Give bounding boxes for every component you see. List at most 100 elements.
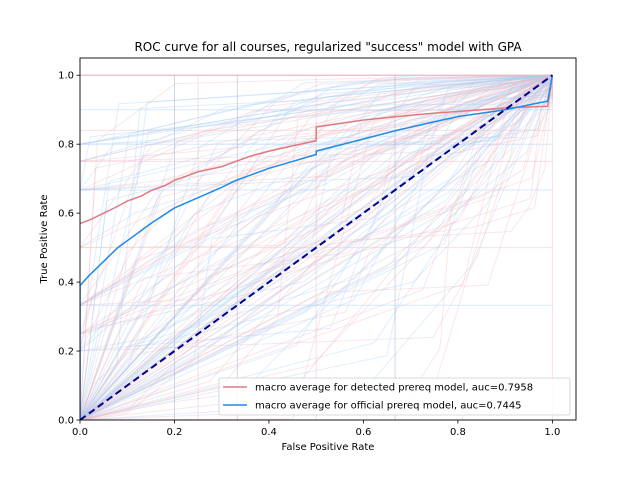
course-roc-curve bbox=[80, 74, 553, 420]
x-tick-label: 0.2 bbox=[167, 427, 183, 438]
course-roc-curve bbox=[80, 74, 553, 420]
course-roc-curve bbox=[80, 74, 553, 420]
course-roc-curve bbox=[80, 74, 553, 420]
course-roc-curve bbox=[80, 74, 553, 420]
course-roc-curve bbox=[80, 74, 553, 420]
course-roc-curve bbox=[80, 74, 553, 420]
course-roc-curve bbox=[80, 74, 553, 420]
course-roc-curve bbox=[80, 74, 553, 420]
x-axis-label: False Positive Rate bbox=[282, 442, 375, 453]
course-roc-curve bbox=[80, 74, 553, 420]
course-roc-curve bbox=[80, 75, 553, 420]
course-roc-curve bbox=[80, 74, 553, 420]
course-roc-curve bbox=[80, 74, 553, 420]
course-roc-curve bbox=[80, 74, 553, 420]
course-roc-curve bbox=[80, 74, 553, 420]
course-roc-curve bbox=[80, 74, 553, 420]
course-roc-curve bbox=[80, 74, 553, 420]
course-roc-curve bbox=[80, 74, 553, 420]
course-roc-curve bbox=[80, 74, 553, 420]
legend-label-detected: macro average for detected prereq model,… bbox=[255, 383, 533, 394]
course-roc-curve bbox=[80, 74, 553, 420]
course-roc-curve bbox=[80, 74, 553, 420]
course-roc-curve bbox=[80, 74, 553, 420]
chance-diagonal-line bbox=[80, 74, 553, 420]
course-roc-curve bbox=[80, 75, 553, 420]
legend-label-official: macro average for official prereq model,… bbox=[255, 401, 522, 412]
chart-title: ROC curve for all courses, regularized "… bbox=[134, 40, 522, 54]
course-roc-curve bbox=[80, 74, 553, 420]
legend-box bbox=[218, 377, 571, 416]
course-roc-curve bbox=[80, 74, 553, 420]
course-roc-curve bbox=[80, 74, 553, 420]
course-roc-curve bbox=[80, 75, 553, 420]
course-roc-curve bbox=[80, 74, 553, 420]
course-roc-curve bbox=[80, 74, 553, 420]
course-roc-curve bbox=[80, 74, 553, 420]
course-roc-curve bbox=[80, 74, 553, 420]
course-roc-curve bbox=[80, 74, 553, 420]
course-roc-curve bbox=[80, 75, 553, 420]
course-roc-curve bbox=[80, 74, 553, 420]
course-roc-curve bbox=[80, 75, 553, 420]
series-detected-line bbox=[80, 75, 554, 225]
y-axis-label: True Positive Rate bbox=[39, 194, 50, 284]
course-roc-curve bbox=[80, 74, 553, 420]
course-roc-curve bbox=[80, 75, 553, 420]
course-roc-curve bbox=[80, 74, 553, 420]
course-roc-curve bbox=[80, 75, 553, 420]
y-axis: 0.0 0.2 0.4 0.6 0.8 1.0 bbox=[58, 71, 80, 427]
course-roc-curve bbox=[80, 74, 553, 420]
course-roc-curve bbox=[80, 74, 553, 420]
course-roc-curve bbox=[80, 74, 553, 420]
course-roc-curve bbox=[80, 75, 553, 420]
course-roc-curve bbox=[80, 74, 553, 420]
course-roc-curve bbox=[80, 74, 553, 420]
course-roc-curve bbox=[80, 74, 553, 420]
course-roc-curve bbox=[80, 74, 553, 420]
y-tick-label: 0.8 bbox=[58, 140, 74, 151]
course-roc-curve bbox=[80, 75, 553, 420]
course-roc-curve bbox=[80, 75, 553, 420]
course-roc-curve bbox=[80, 75, 553, 420]
y-tick-label: 0.6 bbox=[58, 209, 74, 220]
course-roc-curve bbox=[80, 74, 553, 420]
course-roc-curve bbox=[80, 74, 553, 420]
course-roc-curve bbox=[80, 74, 553, 420]
course-roc-curve bbox=[80, 74, 553, 420]
x-tick-label: 0.4 bbox=[261, 427, 277, 438]
course-roc-curve bbox=[80, 74, 553, 420]
course-roc-curve bbox=[80, 74, 553, 420]
course-roc-curve bbox=[80, 74, 553, 420]
course-roc-curve bbox=[80, 74, 553, 420]
course-roc-curve bbox=[80, 74, 553, 420]
course-roc-curve bbox=[80, 75, 553, 420]
course-roc-curve bbox=[80, 74, 553, 420]
course-roc-curve bbox=[80, 74, 553, 420]
course-roc-curve bbox=[80, 75, 553, 420]
course-roc-curve bbox=[80, 74, 553, 420]
course-roc-curve bbox=[80, 75, 553, 420]
course-roc-curve bbox=[80, 75, 553, 420]
course-roc-curve bbox=[80, 74, 553, 420]
course-roc-curve bbox=[80, 74, 553, 420]
course-roc-curve bbox=[80, 74, 553, 420]
course-roc-curve bbox=[80, 74, 553, 420]
course-roc-curve bbox=[80, 74, 553, 420]
x-tick-label: 1.0 bbox=[544, 427, 560, 438]
course-roc-curve bbox=[80, 74, 553, 420]
y-tick-label: 0.2 bbox=[58, 347, 74, 358]
course-roc-curve bbox=[80, 74, 553, 420]
legend: macro average for detected prereq model,… bbox=[218, 377, 571, 416]
course-roc-curve bbox=[80, 74, 553, 420]
course-roc-curve bbox=[80, 74, 553, 420]
course-roc-curve bbox=[80, 74, 553, 420]
plot-frame bbox=[79, 57, 577, 421]
course-roc-curve bbox=[80, 75, 553, 420]
course-roc-curve bbox=[80, 74, 553, 420]
course-roc-curve bbox=[80, 74, 553, 420]
course-roc-curve bbox=[80, 74, 553, 420]
x-axis: 0.0 0.2 0.4 0.6 0.8 1.0 bbox=[72, 420, 560, 438]
course-roc-curve bbox=[80, 75, 553, 420]
